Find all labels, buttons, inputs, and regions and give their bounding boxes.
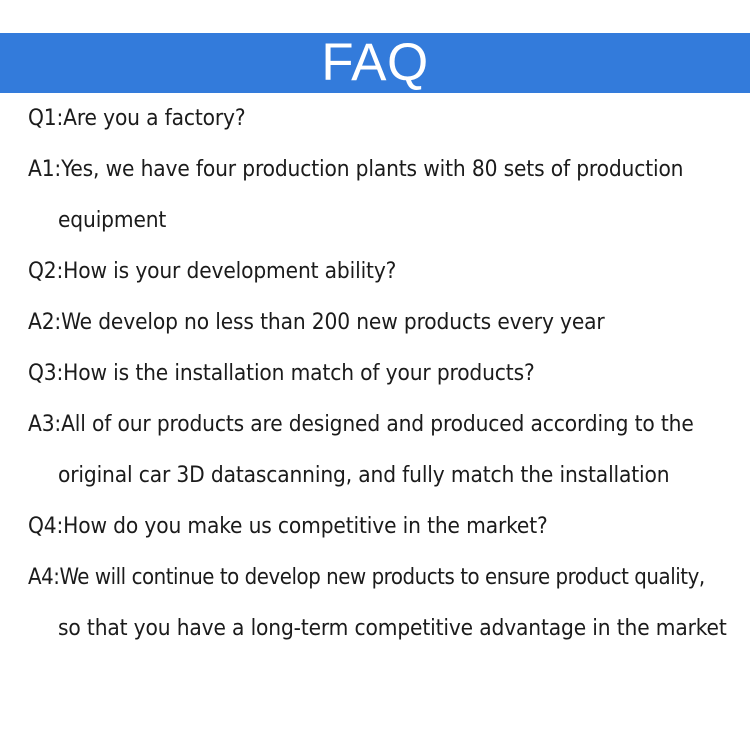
- faq-question-2: Q2:How is your development ability?: [28, 258, 397, 284]
- faq-banner: FAQ: [0, 33, 750, 93]
- faq-answer-1-line-1: A1:Yes, we have four production plants w…: [28, 156, 684, 182]
- faq-question-3: Q3:How is the installation match of your…: [28, 360, 535, 386]
- faq-answer-4-line-2: so that you have a long-term competitive…: [58, 615, 727, 641]
- faq-answer-3-line-1: A3:All of our products are designed and …: [28, 411, 694, 437]
- faq-question-4: Q4:How do you make us competitive in the…: [28, 513, 548, 539]
- faq-answer-3-line-2: original car 3D datascanning, and fully …: [58, 462, 670, 488]
- faq-question-1: Q1:Are you a factory?: [28, 105, 246, 131]
- faq-answer-2-line-1: A2:We develop no less than 200 new produ…: [28, 309, 605, 335]
- faq-answer-4-line-1: A4:We will continue to develop new produ…: [28, 565, 705, 590]
- faq-banner-title: FAQ: [321, 32, 429, 92]
- faq-content: Q1:Are you a factory? A1:Yes, we have fo…: [0, 93, 750, 654]
- faq-answer-1-line-2: equipment: [58, 207, 167, 233]
